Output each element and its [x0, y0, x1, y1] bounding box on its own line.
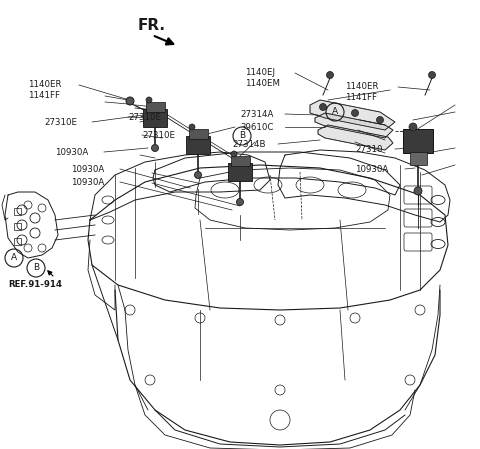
- Bar: [14, 223, 21, 230]
- Text: 10930A: 10930A: [355, 165, 388, 174]
- Circle shape: [351, 110, 359, 116]
- Text: 1140ER: 1140ER: [345, 82, 379, 91]
- Circle shape: [126, 97, 134, 105]
- Circle shape: [231, 151, 237, 157]
- Circle shape: [376, 116, 384, 123]
- Circle shape: [189, 124, 195, 130]
- Text: 10930A: 10930A: [71, 178, 104, 187]
- Circle shape: [152, 145, 158, 151]
- Text: REF.91-914: REF.91-914: [8, 280, 62, 289]
- FancyBboxPatch shape: [143, 109, 167, 127]
- Text: 27310E: 27310E: [128, 113, 161, 122]
- Text: 27310E: 27310E: [44, 118, 77, 127]
- FancyBboxPatch shape: [409, 151, 427, 164]
- Text: FR.: FR.: [138, 18, 166, 33]
- Text: 1140ER: 1140ER: [28, 80, 61, 89]
- Text: 27310E: 27310E: [142, 131, 175, 140]
- Text: 27314A: 27314A: [240, 110, 274, 119]
- Text: 39610C: 39610C: [240, 123, 274, 132]
- Text: 27310: 27310: [355, 145, 383, 154]
- Text: 1140EJ: 1140EJ: [245, 68, 275, 77]
- Circle shape: [237, 198, 243, 206]
- FancyBboxPatch shape: [228, 163, 252, 181]
- Text: 1141FF: 1141FF: [28, 91, 60, 100]
- Text: B: B: [33, 264, 39, 273]
- FancyBboxPatch shape: [403, 129, 433, 153]
- Text: 10930A: 10930A: [55, 148, 88, 157]
- FancyBboxPatch shape: [186, 136, 210, 154]
- Circle shape: [146, 97, 152, 103]
- Text: A: A: [332, 107, 338, 116]
- Circle shape: [320, 104, 326, 110]
- Text: A: A: [11, 254, 17, 263]
- Text: 1141FF: 1141FF: [345, 93, 377, 102]
- Circle shape: [326, 71, 334, 79]
- FancyBboxPatch shape: [145, 101, 165, 111]
- Text: 1140EM: 1140EM: [245, 79, 280, 88]
- Text: 10930A: 10930A: [71, 165, 104, 174]
- Polygon shape: [315, 113, 393, 138]
- Bar: [14, 238, 21, 245]
- Circle shape: [409, 123, 417, 131]
- Circle shape: [194, 172, 202, 179]
- FancyBboxPatch shape: [189, 128, 207, 138]
- Polygon shape: [310, 100, 395, 130]
- Text: 27314B: 27314B: [232, 140, 265, 149]
- Text: B: B: [239, 132, 245, 141]
- Circle shape: [414, 187, 422, 195]
- Circle shape: [429, 71, 435, 79]
- Bar: [14, 208, 21, 215]
- FancyBboxPatch shape: [230, 155, 250, 166]
- Polygon shape: [318, 125, 393, 150]
